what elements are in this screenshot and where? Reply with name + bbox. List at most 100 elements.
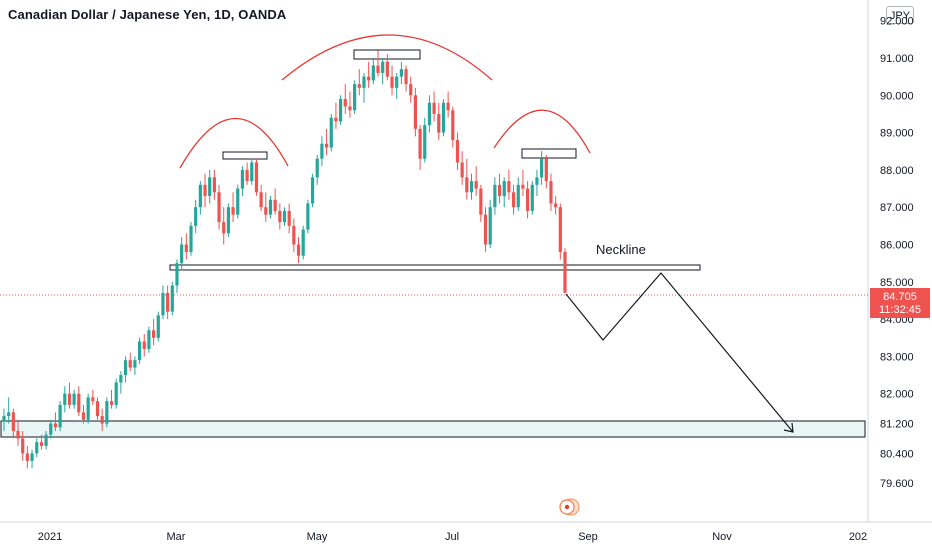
candle-body: [16, 431, 20, 439]
y-tick-label: 83.000: [880, 351, 914, 363]
left-shoulder-arc: [179, 117, 289, 169]
candle-body: [86, 397, 90, 420]
candle-body: [367, 76, 371, 81]
candle-body: [526, 188, 530, 211]
candle-body: [418, 128, 422, 159]
candle-body: [77, 393, 81, 413]
candle-body: [2, 416, 6, 422]
candle-body: [180, 244, 184, 264]
candle-body: [39, 442, 43, 446]
left-shoulder-marker: [222, 151, 268, 160]
candle-body: [114, 382, 118, 405]
candle-body: [554, 203, 558, 208]
y-tick-label: 80.400: [880, 448, 914, 460]
candle-body: [7, 412, 11, 417]
candle-body: [465, 177, 469, 193]
candle-body: [109, 401, 114, 405]
candle-body: [423, 125, 427, 159]
current-price-tag: [870, 288, 930, 318]
support-zone: [0, 420, 866, 438]
candle-body: [222, 222, 226, 234]
x-axis-ticks: 2021 Mar May Jul Sep Nov 202: [38, 531, 867, 543]
candle-body: [137, 341, 142, 361]
candle-body: [413, 95, 417, 129]
candle-body: [203, 184, 207, 197]
y-tick-label: 82.000: [880, 389, 914, 401]
candle-body: [296, 244, 301, 256]
candle-body: [437, 113, 441, 133]
x-tick-label: Sep: [578, 531, 598, 543]
candle-body: [35, 442, 39, 454]
event-marker-icon[interactable]: [559, 498, 580, 516]
current-price-value: 84.705: [883, 291, 917, 303]
candle-body: [95, 401, 100, 417]
candle-body: [390, 76, 394, 88]
candle-body: [479, 188, 483, 215]
candle-body: [278, 210, 282, 223]
head-arc: [281, 34, 493, 81]
candle-body: [170, 285, 174, 312]
candle-body: [189, 225, 193, 252]
candle-body: [128, 360, 132, 368]
right-shoulder-marker: [521, 148, 577, 159]
candle-body: [329, 117, 333, 148]
candle-body: [385, 61, 389, 77]
candle-body: [166, 292, 170, 312]
right-shoulder-arc: [493, 109, 591, 154]
candle-body: [240, 169, 245, 189]
candle-body: [259, 192, 263, 208]
candle-body: [376, 65, 380, 73]
candle-body: [147, 330, 151, 349]
candle-body: [49, 423, 53, 435]
candle-body: [441, 102, 446, 133]
candle-body: [348, 106, 352, 111]
currency-badge[interactable]: JPY: [886, 6, 914, 24]
y-tick-label: 87.000: [880, 202, 914, 214]
candle-body: [301, 229, 305, 256]
candle-body: [100, 416, 104, 424]
candle-body: [395, 76, 399, 88]
candle-body: [44, 434, 48, 446]
candle-body: [549, 181, 553, 204]
x-tick-label: May: [307, 531, 328, 543]
candle-body: [250, 162, 254, 182]
candle-body: [58, 404, 62, 428]
candle-body: [152, 330, 156, 338]
candle-body: [507, 181, 511, 193]
candle-body: [530, 184, 534, 211]
candle-body: [292, 225, 296, 245]
candle-body: [282, 210, 287, 223]
candle-body: [133, 360, 137, 368]
y-tick-label: 90.000: [880, 90, 914, 102]
candle-body: [11, 412, 15, 431]
candle-body: [53, 423, 58, 428]
candle-body: [469, 181, 474, 193]
candle-body: [21, 438, 25, 454]
x-tick-label: Mar: [167, 531, 186, 543]
candle-body: [198, 184, 202, 208]
candle-body: [81, 412, 86, 420]
candle-body: [455, 140, 460, 163]
candle-body: [516, 184, 520, 208]
candle-body: [217, 192, 221, 223]
candle-body: [324, 143, 329, 148]
candle-body: [343, 99, 347, 107]
candle-body: [231, 207, 235, 215]
candle-body: [334, 117, 338, 122]
y-tick-label: 89.000: [880, 128, 914, 140]
candle-body: [483, 214, 488, 245]
candles-group: [2, 50, 567, 469]
projection-arrowhead: [783, 422, 794, 433]
candle-body: [63, 393, 67, 405]
candle-body: [175, 263, 179, 286]
candle-body: [460, 162, 464, 178]
candle-body: [142, 341, 146, 349]
candle-body: [399, 69, 403, 77]
candle-body: [72, 393, 76, 405]
candle-body: [404, 69, 408, 85]
candle-body: [67, 393, 72, 405]
candle-body: [156, 315, 160, 338]
candle-body: [236, 188, 240, 215]
candle-body: [493, 184, 497, 208]
